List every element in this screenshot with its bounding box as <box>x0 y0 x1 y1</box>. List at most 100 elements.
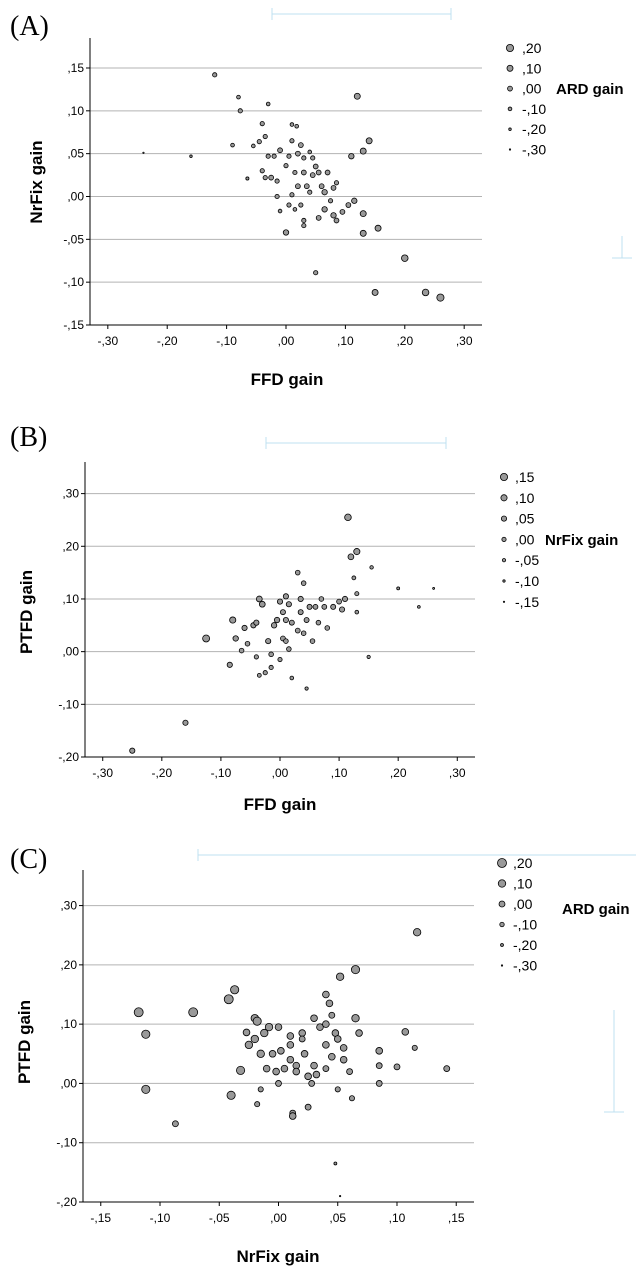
panel-c-data-point <box>316 1023 324 1031</box>
panel-c-data-point <box>260 1028 269 1038</box>
panel-b-data-point <box>315 619 322 626</box>
panel-a-data-point <box>307 189 313 195</box>
panel-a-legend-marker <box>507 106 513 112</box>
panel-a-legend-label: -,30 <box>522 142 546 158</box>
panel-c-data-point <box>268 1050 277 1058</box>
panel-b-data-point <box>255 595 263 603</box>
panel-c-data-point <box>257 1086 264 1093</box>
panel-b-x-tick-label: -,20 <box>151 766 172 780</box>
panel-b-plot: -,20 -,10 ,00 ,10 ,20 ,30 -,30 -,20 -,10 ,00 ,10 ,2… <box>58 462 475 780</box>
panel-a-data-point <box>351 197 358 204</box>
panel-c-data-point <box>223 994 234 1005</box>
panel-b-data-point <box>300 580 307 586</box>
panel-c-data-point <box>333 1161 338 1166</box>
panel-a-data-point <box>259 168 265 174</box>
panel-b-data-point <box>354 609 360 615</box>
panel-b-data-point <box>268 651 274 658</box>
panel-b-data-point <box>347 553 355 561</box>
panel-c-data-point <box>230 985 240 995</box>
panel-a-data-point <box>236 94 241 100</box>
panel-b-label: (B) <box>10 422 47 453</box>
panel-c-data-point <box>254 1101 261 1108</box>
panel-a-x-axis-title: FFD gain <box>251 370 324 389</box>
panel-a-data-point <box>274 178 280 184</box>
panel-b-data-point <box>351 575 357 581</box>
panel-b-x-tick-label: ,10 <box>331 766 348 780</box>
panel-c-data-point <box>339 1044 348 1052</box>
panel-a-data-point <box>333 217 340 224</box>
panel-c-data-point <box>250 1034 259 1044</box>
panel-a-data-point <box>251 143 256 149</box>
panel-b-legend: ,15 ,10 ,05 ,00 -,05 -,10 -,15 <box>499 469 539 610</box>
panel-a-legend-marker <box>508 148 512 151</box>
panel-a-data-point <box>321 189 328 196</box>
panel-c-data-point <box>262 1064 271 1073</box>
panel-b-data-point <box>285 601 292 608</box>
panel-c-legend-marker <box>499 921 505 928</box>
panel-b-data-point <box>241 624 248 631</box>
panel-c-data-point <box>375 1080 383 1087</box>
panel-c-legend-marker <box>500 943 504 947</box>
panel-b-legend-marker <box>501 558 507 563</box>
panel-b-data-point <box>286 646 292 652</box>
panel-a-y-tick-label: -,05 <box>63 232 84 246</box>
panel-c-legend-marker <box>498 900 506 908</box>
panel-b-data-point <box>265 638 272 645</box>
panel-b-legend-label: ,05 <box>515 511 535 527</box>
panel-c-legend-marker <box>497 858 507 868</box>
panel-a-legend-label: -,10 <box>522 101 546 117</box>
panel-c-data-point <box>393 1063 401 1071</box>
panel-c-data-point <box>322 1065 330 1072</box>
panel-c-data-point <box>292 1067 301 1076</box>
panel-b-data-point <box>288 619 295 626</box>
panel-b-data-point <box>238 647 245 654</box>
panel-c-data-point <box>133 1007 144 1018</box>
panel-a-legend-label: ,20 <box>522 40 542 56</box>
panel-a-x-tick-label: ,00 <box>278 334 295 348</box>
panel-a-data-point <box>436 293 445 302</box>
panel-a-data-point <box>421 288 430 297</box>
panel-a-data-point <box>353 92 361 100</box>
panel-c-x-tick-label: -,10 <box>150 1211 171 1225</box>
panel-c-y-tick-label: ,10 <box>60 1017 77 1031</box>
panel-b-y-tick-label: ,20 <box>62 539 79 553</box>
panel-b-legend-label: -,15 <box>515 594 539 610</box>
panel-a-data-point <box>310 155 316 161</box>
panel-b-data-point <box>366 654 371 659</box>
panel-b-data-point <box>270 622 278 629</box>
panel-b-data-point <box>309 638 316 644</box>
panel-a-data-point <box>365 137 373 145</box>
panel-b-y-tick-label: ,10 <box>62 592 79 606</box>
panel-a-data-point <box>301 217 307 224</box>
panel-c-data-point <box>300 1050 309 1058</box>
panel-c-y-tick-label: -,20 <box>56 1195 77 1209</box>
panel-c-y-tick-label: ,20 <box>60 958 77 972</box>
panel-a-legend-title: ARD gain <box>556 81 624 98</box>
panel-c-x-tick-label: ,10 <box>389 1211 406 1225</box>
panel-c-data-point <box>252 1016 262 1026</box>
panel-a-label: (A) <box>10 11 49 42</box>
panel-b-data-point <box>369 565 374 570</box>
panel-a-y-tick-label: -,10 <box>63 275 84 289</box>
panel-b-data-point <box>330 603 337 610</box>
panel-c-x-tick-label: ,00 <box>270 1211 287 1225</box>
panel-b-data-point <box>312 604 319 610</box>
panel-c-x-tick-label: -,15 <box>90 1211 111 1225</box>
panel-b-legend-label: ,00 <box>515 531 535 547</box>
panel-c-data-point <box>310 1014 318 1022</box>
panel-c-data-point <box>328 1052 336 1061</box>
panel-b-data-point <box>396 586 401 591</box>
panel-b-x-tick-label: ,20 <box>390 766 407 780</box>
panel-c-data-point <box>286 1041 295 1049</box>
panel-a-data-point <box>268 174 274 181</box>
panel-b-data-point <box>232 635 239 642</box>
panel-c-data-point <box>275 1080 282 1087</box>
panel-c-data-point <box>350 965 361 975</box>
panel-c-data-point <box>322 990 330 999</box>
panel-c-data-point <box>328 1011 336 1019</box>
panel-a-data-point <box>295 150 301 157</box>
panel-c-y-tick-label: -,10 <box>56 1136 77 1150</box>
panel-c-legend-label: -,10 <box>513 917 537 933</box>
panel-b-data-point <box>297 609 304 616</box>
panel-b-x-tick-label: ,30 <box>449 766 466 780</box>
